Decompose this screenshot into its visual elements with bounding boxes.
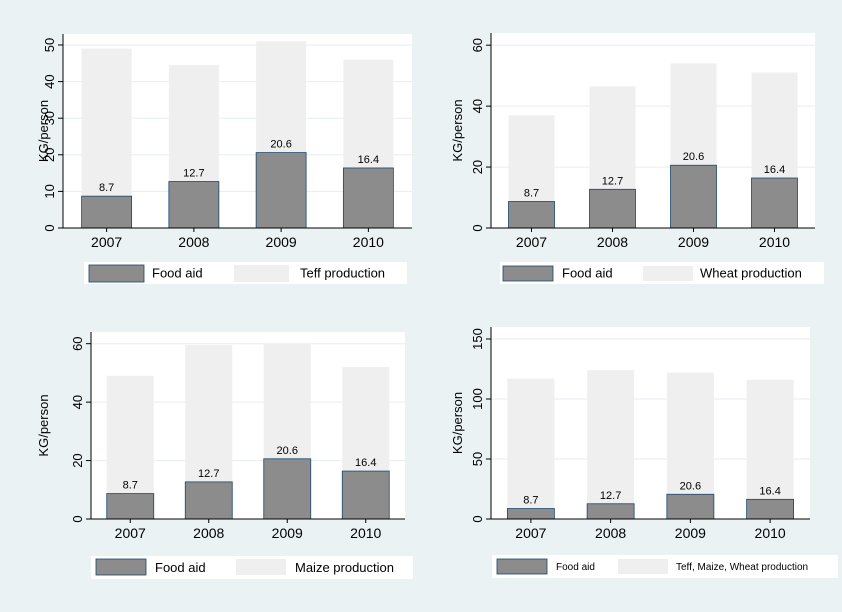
x-tick-label: 2009 bbox=[272, 525, 303, 541]
y-axis-title: KG/person bbox=[36, 100, 51, 162]
legend-swatch-food-aid bbox=[496, 558, 548, 575]
y-tick-label: 40 bbox=[42, 74, 57, 88]
y-axis-title: KG/person bbox=[450, 392, 465, 454]
x-tick-label: 2009 bbox=[678, 234, 709, 250]
x-tick-label: 2009 bbox=[266, 234, 297, 250]
y-tick-label: 40 bbox=[470, 99, 485, 113]
x-tick-label: 2007 bbox=[115, 525, 146, 541]
x-tick-label: 2009 bbox=[675, 525, 706, 541]
food-aid-bar bbox=[746, 498, 795, 520]
legend-label-food-aid: Food aid bbox=[562, 266, 613, 281]
y-tick-label: 0 bbox=[42, 224, 57, 231]
food-aid-data-label: 16.4 bbox=[355, 457, 376, 469]
y-tick-label: 0 bbox=[470, 515, 485, 522]
legend: Food aid Teff, Maize, Wheat production bbox=[492, 555, 838, 578]
y-tick-label: 20 bbox=[42, 148, 57, 162]
x-tick-label: 2007 bbox=[91, 234, 122, 250]
legend-swatch-food-aid bbox=[502, 265, 554, 282]
food-aid-bar bbox=[263, 458, 312, 520]
food-aid-bar bbox=[81, 195, 133, 229]
food-aid-data-label: 12.7 bbox=[602, 175, 623, 187]
legend-label-production: Maize production bbox=[295, 560, 394, 575]
food-aid-bar bbox=[666, 493, 715, 520]
x-tick-label: 2008 bbox=[193, 525, 224, 541]
food-aid-bar bbox=[341, 470, 390, 520]
food-aid-data-label: 8.7 bbox=[123, 480, 138, 492]
legend-label-production: Teff production bbox=[300, 266, 385, 281]
food-aid-data-label: 16.4 bbox=[764, 164, 785, 176]
x-tick-label: 2010 bbox=[759, 234, 790, 250]
legend: Food aid Maize production bbox=[91, 556, 413, 579]
y-tick-label: 40 bbox=[70, 395, 85, 409]
legend-swatch-production bbox=[643, 266, 693, 281]
legend-swatch-production bbox=[618, 559, 668, 574]
production-bar bbox=[507, 378, 555, 519]
chart-panel-2: 8.7 2007 12.7 2008 20.6 2009 16.4 2010 0 20 40 60 KG… bbox=[450, 33, 824, 284]
y-axis-title: KG/person bbox=[36, 394, 51, 456]
food-aid-data-label: 12.7 bbox=[183, 168, 204, 180]
food-aid-bar bbox=[255, 152, 307, 229]
y-tick-label: 60 bbox=[70, 336, 85, 350]
food-aid-data-label: 12.7 bbox=[600, 490, 621, 502]
y-tick-label: 20 bbox=[70, 453, 85, 467]
food-aid-bar bbox=[106, 493, 155, 520]
food-aid-data-label: 8.7 bbox=[523, 495, 538, 507]
x-tick-label: 2008 bbox=[597, 234, 628, 250]
legend: Food aid Teff production bbox=[84, 262, 407, 284]
y-tick-label: 50 bbox=[42, 38, 57, 52]
food-aid-data-label: 16.4 bbox=[358, 154, 379, 166]
y-tick-label: 20 bbox=[470, 160, 485, 174]
x-tick-label: 2010 bbox=[755, 525, 786, 541]
y-tick-label: 10 bbox=[42, 184, 57, 198]
legend-label-food-aid: Food aid bbox=[155, 560, 206, 575]
food-aid-bar bbox=[670, 164, 717, 229]
food-aid-bar bbox=[168, 181, 220, 229]
y-tick-label: 150 bbox=[470, 328, 485, 350]
chart-panel-3: 8.7 2007 12.7 2008 20.6 2009 16.4 2010 0 20 40 60 KG… bbox=[36, 332, 413, 579]
legend-label-production: Teff, Maize, Wheat production bbox=[676, 562, 808, 573]
x-tick-label: 2007 bbox=[515, 525, 546, 541]
legend-swatch-production bbox=[234, 265, 289, 282]
y-tick-label: 50 bbox=[470, 452, 485, 466]
food-aid-bar bbox=[184, 481, 233, 520]
food-aid-data-label: 20.6 bbox=[683, 151, 704, 163]
x-tick-label: 2010 bbox=[353, 234, 384, 250]
food-aid-bar bbox=[586, 503, 635, 520]
x-tick-label: 2008 bbox=[178, 234, 209, 250]
food-aid-bar bbox=[342, 167, 394, 229]
y-tick-label: 100 bbox=[470, 388, 485, 410]
food-aid-data-label: 20.6 bbox=[277, 445, 298, 457]
food-aid-bar bbox=[508, 201, 555, 229]
x-tick-label: 2007 bbox=[516, 234, 547, 250]
x-tick-label: 2008 bbox=[595, 525, 626, 541]
food-aid-bar bbox=[506, 508, 555, 520]
production-bar bbox=[746, 379, 794, 519]
chart-panel-1: 8.7 2007 12.7 2008 20.6 2009 16.4 2010 0 10 20 30 40… bbox=[36, 34, 412, 284]
food-aid-data-label: 20.6 bbox=[680, 480, 701, 492]
y-tick-label: 60 bbox=[470, 38, 485, 52]
y-tick-label: 0 bbox=[470, 224, 485, 231]
chart-panel-4: 8.7 2007 12.7 2008 20.6 2009 16.4 2010 0 50 100 150… bbox=[450, 327, 838, 578]
y-tick-label: 0 bbox=[70, 515, 85, 522]
production-bar bbox=[587, 370, 635, 519]
y-axis-title: KG/person bbox=[450, 99, 465, 161]
food-aid-data-label: 8.7 bbox=[524, 187, 539, 199]
food-aid-data-label: 16.4 bbox=[759, 485, 780, 497]
legend-swatch-food-aid bbox=[88, 264, 145, 283]
x-tick-label: 2010 bbox=[350, 525, 381, 541]
food-aid-bar bbox=[751, 177, 798, 229]
legend-label-food-aid: Food aid bbox=[152, 266, 203, 281]
food-aid-data-label: 20.6 bbox=[270, 139, 291, 151]
legend-label-production: Wheat production bbox=[700, 266, 802, 281]
legend: Food aid Wheat production bbox=[500, 262, 824, 284]
y-tick-label: 30 bbox=[42, 111, 57, 125]
food-aid-data-label: 8.7 bbox=[99, 182, 114, 194]
food-aid-data-label: 12.7 bbox=[198, 468, 219, 480]
legend-swatch-production bbox=[236, 559, 286, 575]
legend-swatch-food-aid bbox=[95, 558, 147, 576]
food-aid-bar bbox=[589, 188, 636, 229]
legend-label-food-aid: Food aid bbox=[556, 562, 595, 573]
